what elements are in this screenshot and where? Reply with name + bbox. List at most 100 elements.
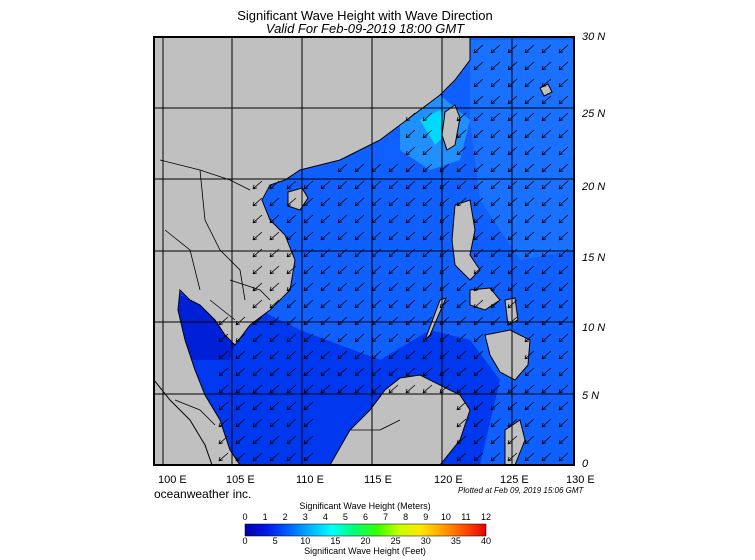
wave-arrow [490,401,501,411]
wave-arrow [456,299,467,309]
wave-arrow [252,384,263,394]
wave-arrow [490,282,501,292]
wave-arrow [456,367,467,377]
wave-arrow [473,231,484,241]
wave-arrow [490,61,501,71]
wave-arrow [524,265,535,275]
wave-arrow [524,452,535,462]
lon-label: 115 E [364,474,392,486]
wave-arrow [286,231,297,241]
wave-arrow [456,401,467,411]
wave-arrow [558,248,569,258]
wave-arrow [286,214,297,224]
wave-arrow [558,418,569,428]
lat-lon-grid [154,37,574,465]
wave-arrow [405,231,416,241]
border-line [164,229,201,291]
plotted-timestamp: Plotted at Feb 09, 2019 15:06 GMT [458,486,584,495]
wave-arrow [541,418,552,428]
wave-arrow [337,214,348,224]
wave-arrow [269,231,280,241]
wave-arrow [524,248,535,258]
wave-arrow [354,180,365,190]
wave-arrow [218,418,229,428]
wave-arrow [235,367,246,377]
wave-arrow [218,452,229,462]
wave-arrow [320,214,331,224]
wave-arrow [269,350,280,360]
wave-arrow [235,333,246,343]
wave-arrow [490,418,501,428]
wave-arrow [524,367,535,377]
wave-arrow [320,197,331,207]
wave-arrow [388,299,399,309]
wave-arrow [303,333,314,343]
wave-arrow [235,452,246,462]
wave-arrow [422,282,433,292]
wave-arrow [558,401,569,411]
wave-arrow [303,435,314,445]
colorbar-tick-meters: 12 [480,512,491,522]
wave-arrow [541,435,552,445]
wave-arrow [541,282,552,292]
wave-arrow [252,350,263,360]
wave-arrow [473,333,484,343]
wave-arrow [558,95,569,105]
border-line [174,399,216,426]
wave-arrow [456,418,467,428]
land-luzon [451,199,481,281]
wave-arrow [422,299,433,309]
wave-arrow [388,248,399,258]
wave-arrow [558,146,569,156]
wave-arrow [354,248,365,258]
colorbar-tick-meters: 1 [262,512,268,522]
lat-label: 5 N [582,390,600,402]
wave-arrow [541,333,552,343]
wave-arrow [405,129,416,139]
wave-arrow [303,180,314,190]
wave-arrow [388,180,399,190]
colorbar-tick-feet: 40 [480,536,491,546]
colorbar-tick-meters: 11 [461,512,471,522]
wave-arrow [337,248,348,258]
wave-arrow [303,401,314,411]
wave-arrow [303,265,314,275]
wave-arrow [490,95,501,105]
wave-arrow [252,231,263,241]
wave-arrow [320,265,331,275]
wave-arrow [524,214,535,224]
wave-arrow [405,197,416,207]
wave-arrow [354,299,365,309]
wave-arrow [286,452,297,462]
colorbar-tick-meters: 0 [242,512,248,522]
wave-arrow [456,163,467,173]
wave-arrow [320,248,331,258]
lon-label: 125 E [500,474,529,486]
wave-arrow [303,418,314,428]
land-palawan [424,297,447,341]
wave-arrow [320,333,331,343]
land-sulawesi [504,419,526,465]
wave-arrow [252,299,263,309]
wave-arrow [269,282,280,292]
wave-arrow [337,282,348,292]
wave-arrow [456,282,467,292]
wave-arrow [473,248,484,258]
wave-arrow [422,163,433,173]
wave-arrow [303,452,314,462]
wave-direction-arrows [218,44,569,462]
wave-arrow [320,231,331,241]
wave-arrow [252,367,263,377]
wave-arrow [490,384,501,394]
wave-arrow [405,180,416,190]
border-line [229,279,271,301]
wave-arrow [252,418,263,428]
wave-arrow [524,435,535,445]
wave-arrow [320,367,331,377]
wave-arrow [541,401,552,411]
wave-arrow [456,384,467,394]
wave-arrow [558,231,569,241]
wave-arrow [337,367,348,377]
wave-arrow [456,197,467,207]
